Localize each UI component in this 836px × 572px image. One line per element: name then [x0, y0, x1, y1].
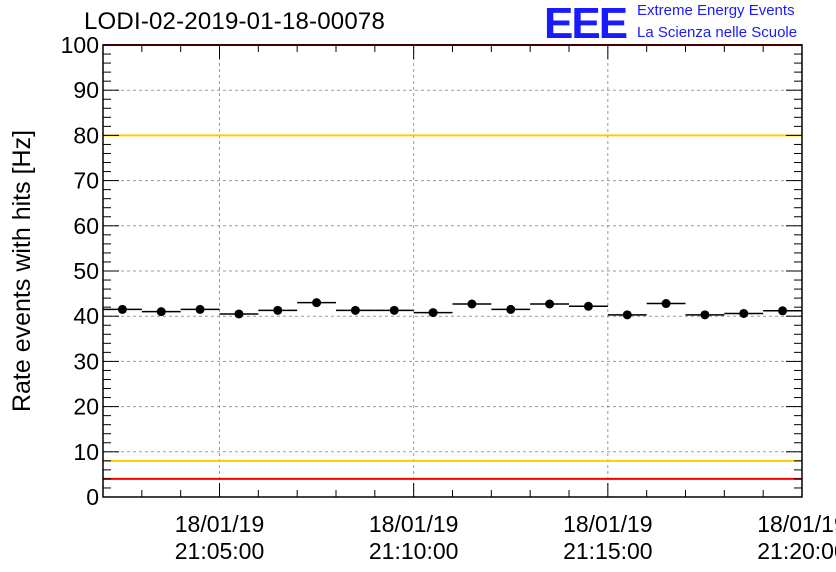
y-tick-label: 100	[61, 32, 99, 58]
x-tick-time-label: 21:15:00	[563, 538, 653, 564]
x-tick-date-label: 18/01/19	[369, 511, 459, 537]
x-tick-date-label: 18/01/19	[757, 511, 836, 537]
logo-subtitle-line1: Extreme Energy Events	[637, 2, 795, 19]
y-tick-label: 70	[73, 168, 99, 194]
y-axis-title: Rate events with hits [Hz]	[8, 130, 36, 412]
data-point	[156, 307, 166, 317]
data-point	[350, 305, 360, 315]
data-point	[583, 301, 593, 311]
chart-title: LODI-02-2019-01-18-00078	[84, 8, 385, 35]
data-point	[195, 304, 205, 314]
data-point	[312, 298, 322, 308]
data-point	[661, 299, 671, 309]
x-tick-time-label: 21:05:00	[175, 538, 265, 564]
data-point	[117, 304, 127, 314]
y-tick-label: 20	[73, 394, 99, 420]
data-point	[428, 308, 438, 318]
y-tick-label: 80	[73, 122, 99, 148]
x-tick-date-label: 18/01/19	[563, 511, 653, 537]
y-tick-label: 10	[73, 439, 99, 465]
logo-subtitle-line2: La Scienza nelle Scuole	[637, 24, 798, 41]
y-tick-label: 40	[73, 303, 99, 329]
eee-logo-mark: EEE	[544, 0, 628, 48]
y-tick-label: 0	[86, 484, 99, 510]
data-point	[739, 308, 749, 318]
data-point	[700, 310, 710, 320]
data-point	[545, 299, 555, 309]
x-tick-time-label: 21:10:00	[369, 538, 459, 564]
data-point	[622, 310, 632, 320]
data-point	[234, 309, 244, 319]
y-tick-label: 60	[73, 213, 99, 239]
data-point	[389, 305, 399, 315]
y-tick-label: 30	[73, 348, 99, 374]
y-tick-label: 50	[73, 258, 99, 284]
data-point	[467, 299, 477, 309]
x-tick-date-label: 18/01/19	[175, 511, 265, 537]
data-point	[273, 305, 283, 315]
data-point	[506, 304, 516, 314]
y-tick-label: 90	[73, 77, 99, 103]
x-tick-time-label: 21:20:00	[757, 538, 836, 564]
data-point	[778, 306, 788, 316]
